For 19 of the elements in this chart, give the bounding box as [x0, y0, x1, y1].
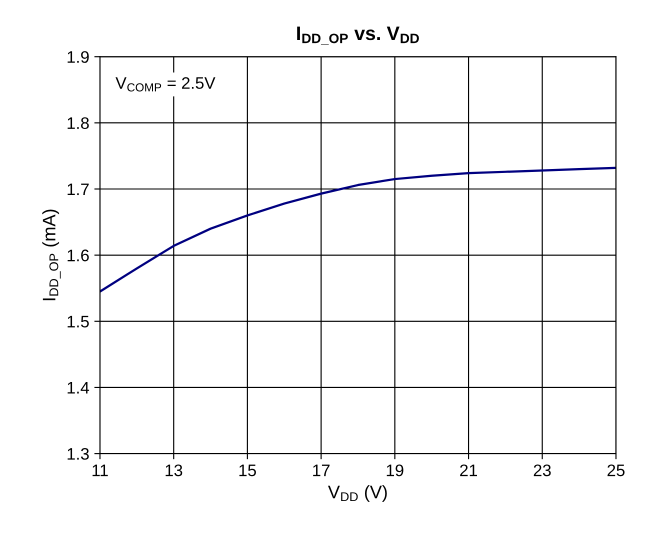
y-tick-label: 1.3 — [68, 448, 89, 460]
x-tick-label: 21 — [460, 464, 478, 476]
y-axis-title: I$_{DD_OP}$ (mA) — [42, 210, 61, 300]
y-tick-label: 1.8 — [68, 117, 89, 130]
x-tick-label: 25 — [608, 464, 625, 476]
chart-title: I$_{DD_OP}$ vs. V$_{DD}$ — [297, 26, 419, 45]
x-axis-title: V$_{DD}$ (V) — [328, 485, 387, 502]
y-tick-label: 1.5 — [68, 316, 89, 328]
y-tick-label: 1.6 — [68, 250, 89, 262]
x-tick-label: 15 — [239, 464, 256, 476]
x-tick-label: 13 — [166, 464, 182, 476]
x-tick-label: 17 — [313, 464, 330, 476]
y-tick-label: 1.4 — [68, 382, 90, 394]
x-tick-label: 19 — [386, 464, 404, 476]
x-tick-label: 23 — [534, 464, 551, 476]
y-tick-label: 1.9 — [68, 51, 89, 63]
y-tick-label: 1.7 — [68, 184, 89, 196]
x-tick-label: 11 — [92, 464, 108, 476]
annotation: V$_{COMP}$ = 2.5V — [116, 77, 216, 92]
